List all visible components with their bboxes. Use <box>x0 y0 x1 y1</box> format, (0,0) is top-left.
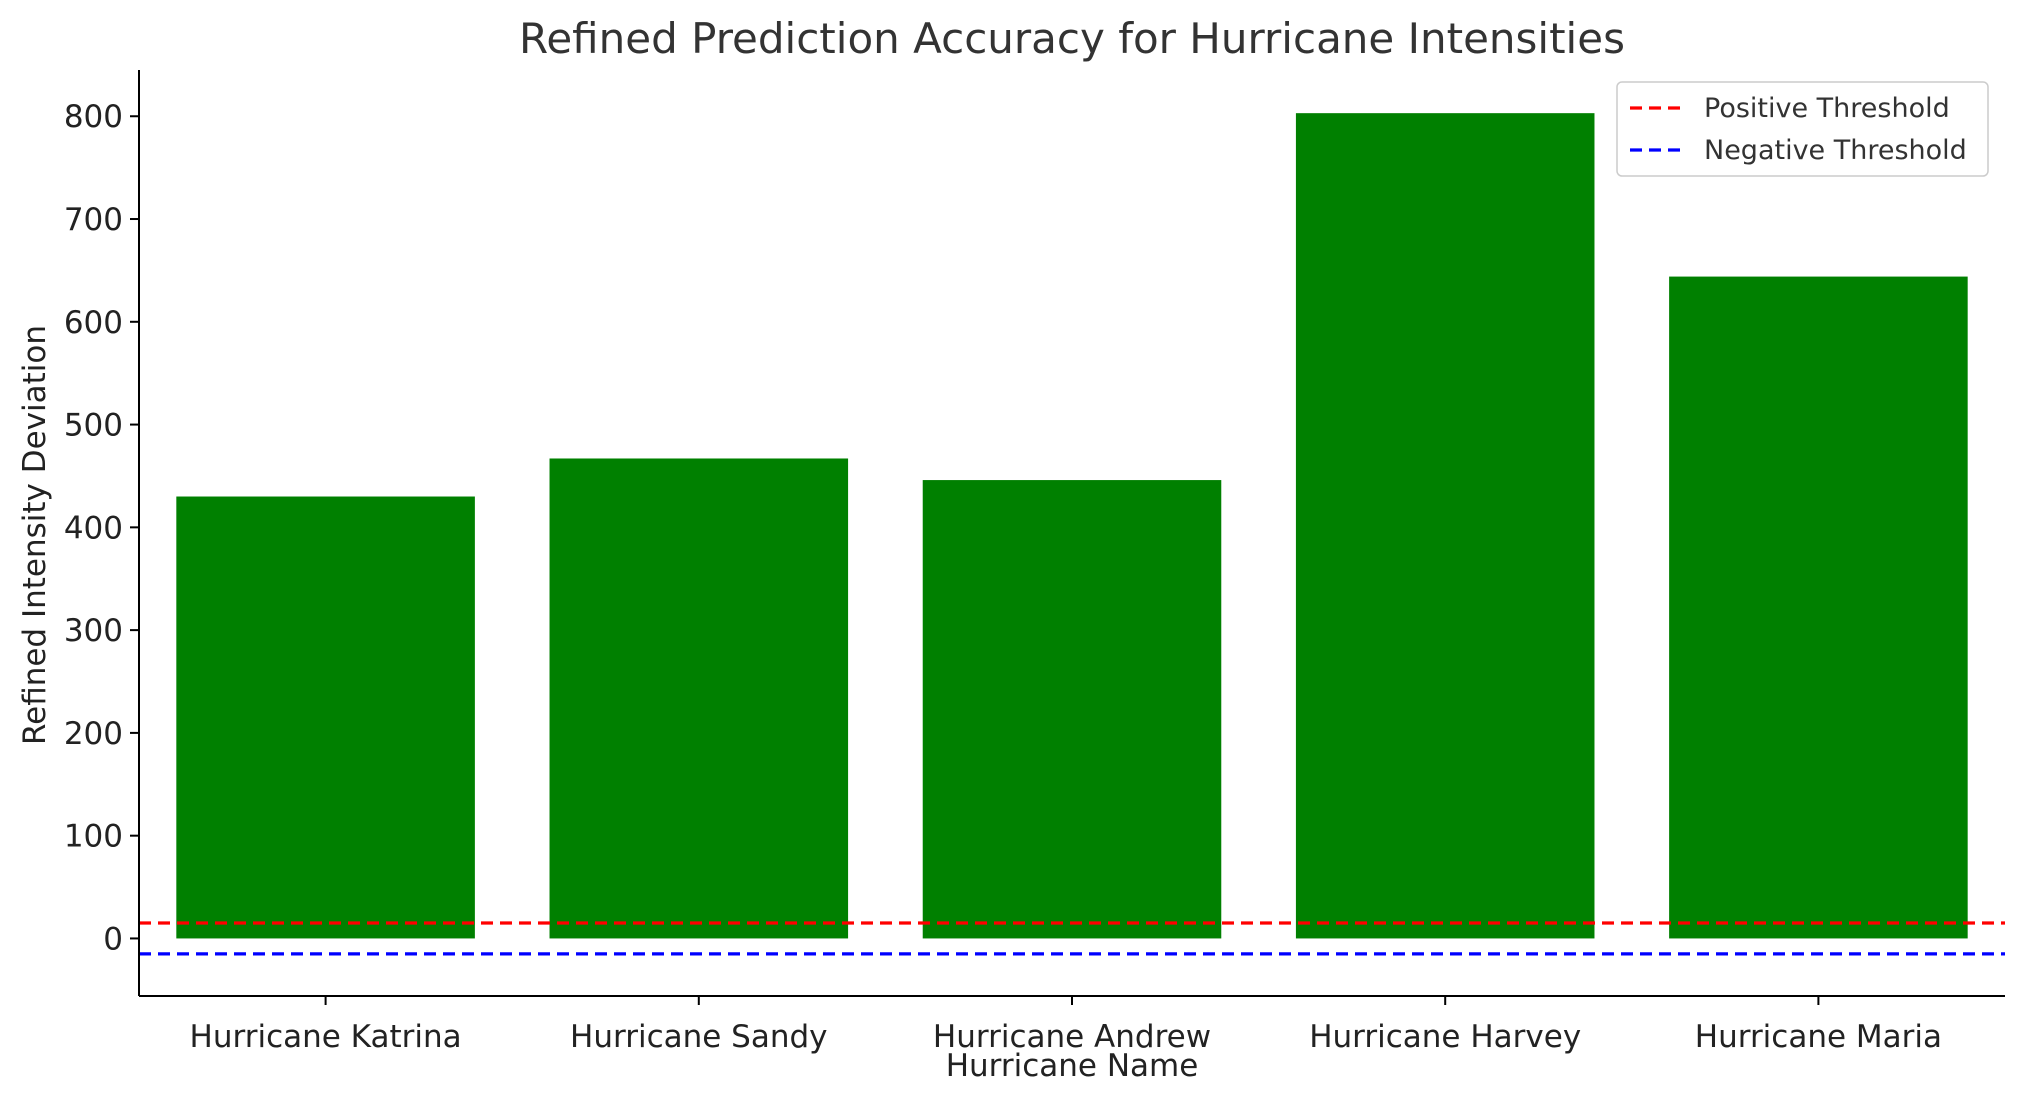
bar <box>176 496 475 939</box>
bar <box>1669 276 1968 939</box>
y-tick-label: 400 <box>64 510 123 546</box>
y-tick-label: 0 <box>103 921 123 957</box>
legend: Positive Threshold Negative Threshold <box>1616 81 1989 177</box>
chart-title: Refined Prediction Accuracy for Hurrican… <box>519 14 1625 63</box>
bar <box>922 480 1222 939</box>
y-tick-label: 300 <box>64 613 123 649</box>
y-axis-label: Refined Intensity Deviation <box>17 325 53 745</box>
legend-box <box>1616 81 1989 177</box>
y-tick-label: 800 <box>64 99 123 135</box>
bar <box>1295 113 1595 939</box>
x-tick-label: Hurricane Harvey <box>1309 1019 1581 1055</box>
x-axis-label: Hurricane Name <box>946 1048 1199 1084</box>
legend-positive-label: Positive Threshold <box>1704 93 1950 124</box>
y-tick-label: 700 <box>64 202 123 238</box>
y-tick-label: 200 <box>64 716 123 752</box>
x-tick-label: Hurricane Katrina <box>190 1019 462 1055</box>
y-tick-label: 600 <box>64 305 123 341</box>
x-tick-label: Hurricane Andrew <box>933 1019 1211 1055</box>
plot-area: 0 100 200 300 400 500 600 700 800 Hurricane Katri… <box>64 70 2005 1055</box>
x-tick-label: Hurricane Sandy <box>570 1019 827 1055</box>
y-tick-label: 100 <box>64 819 123 855</box>
y-tick-label: 500 <box>64 408 123 444</box>
bar <box>549 458 849 939</box>
legend-negative-label: Negative Threshold <box>1704 135 1967 166</box>
x-tick-label: Hurricane Maria <box>1695 1019 1942 1055</box>
